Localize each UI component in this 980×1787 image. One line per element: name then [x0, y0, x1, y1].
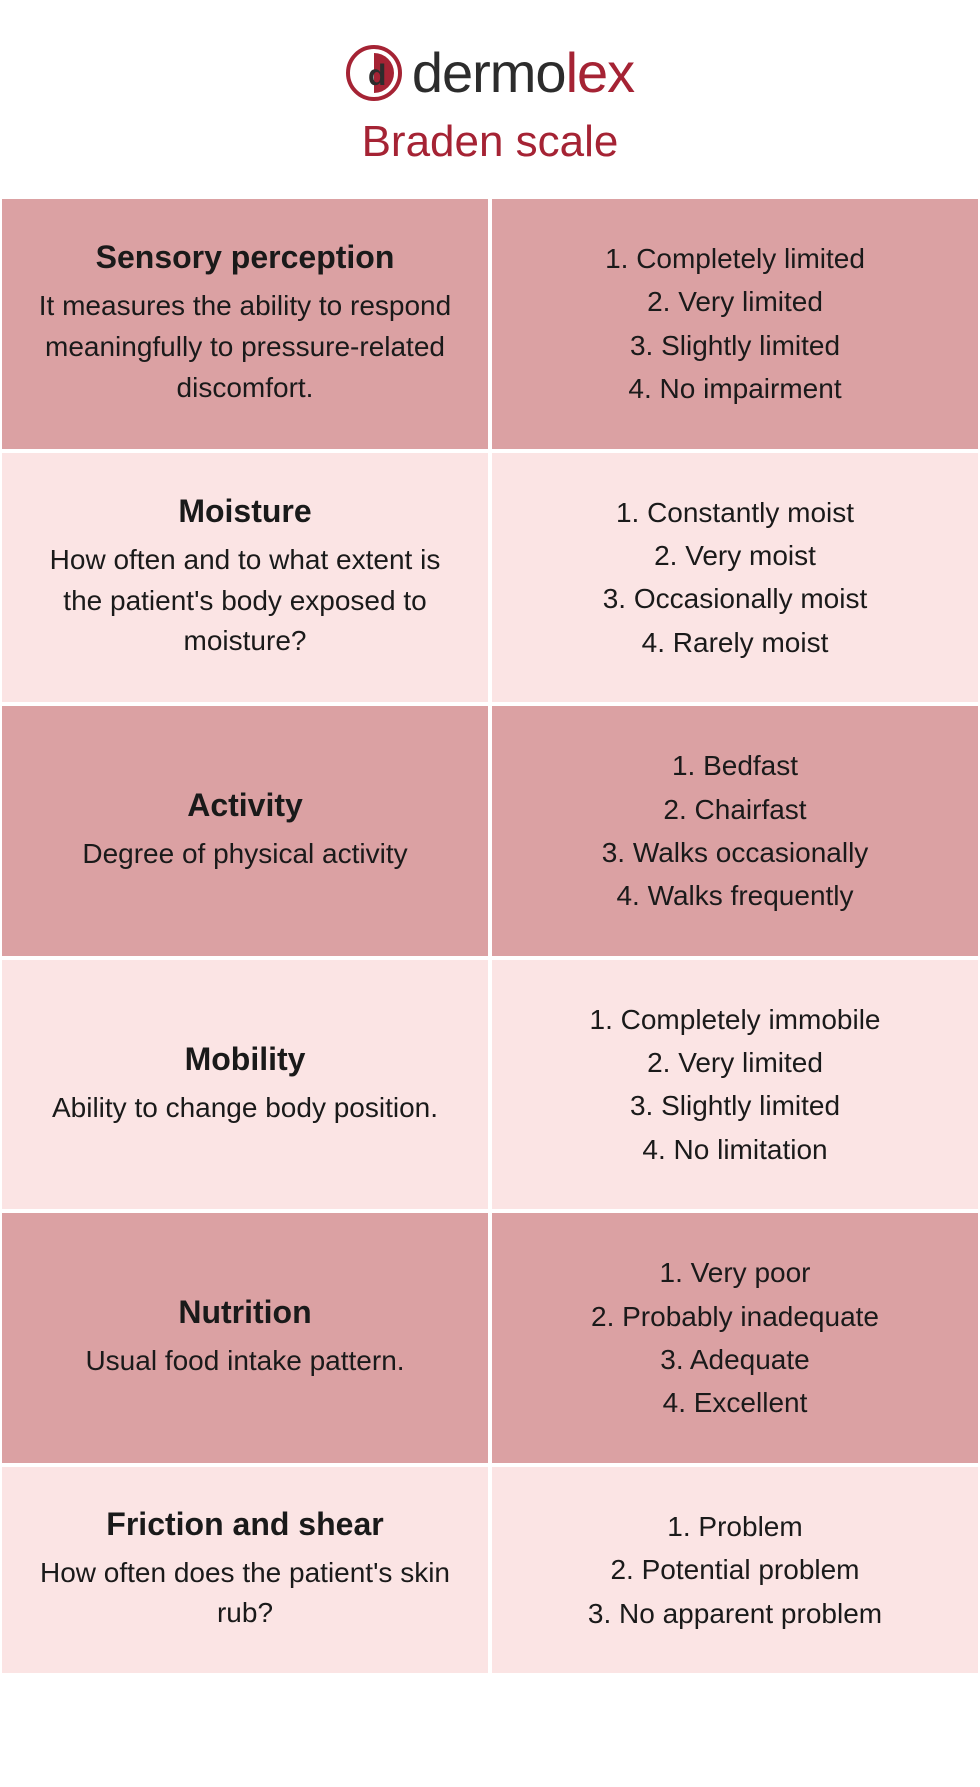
logo-text: dermolex	[412, 40, 634, 105]
option-item: 1. Bedfast	[522, 744, 948, 787]
option-item: 2. Potential problem	[522, 1548, 948, 1591]
table-row: Mobility Ability to change body position.…	[0, 958, 980, 1212]
options-cell: 1. Constantly moist2. Very moist3. Occas…	[490, 451, 980, 705]
table-row: Activity Degree of physical activity 1. Be…	[0, 704, 980, 958]
option-item: 2. Chairfast	[522, 788, 948, 831]
option-item: 2. Very limited	[522, 1041, 948, 1084]
table-row: Friction and shear How often does the pat…	[0, 1465, 980, 1675]
category-cell: Sensory perception It measures the abilit…	[0, 197, 490, 451]
option-item: 3. No apparent problem	[522, 1592, 948, 1635]
category-title: Activity	[32, 787, 458, 824]
category-cell: Friction and shear How often does the pat…	[0, 1465, 490, 1675]
options-list: 1. Completely immobile2. Very limited3. …	[522, 998, 948, 1172]
option-item: 4. Excellent	[522, 1381, 948, 1424]
options-list: 1. Completely limited2. Very limited3. S…	[522, 237, 948, 411]
option-item: 2. Probably inadequate	[522, 1295, 948, 1338]
option-item: 1. Problem	[522, 1505, 948, 1548]
category-description: Ability to change body position.	[32, 1088, 458, 1129]
logo-icon: d	[346, 45, 402, 101]
category-title: Mobility	[32, 1041, 458, 1078]
category-cell: Activity Degree of physical activity	[0, 704, 490, 958]
option-item: 4. No limitation	[522, 1128, 948, 1171]
svg-text:d: d	[368, 59, 386, 92]
option-item: 2. Very limited	[522, 280, 948, 323]
option-item: 3. Adequate	[522, 1338, 948, 1381]
category-description: Degree of physical activity	[32, 834, 458, 875]
category-description: Usual food intake pattern.	[32, 1341, 458, 1382]
logo: d dermolex	[0, 40, 980, 105]
option-item: 4. No impairment	[522, 367, 948, 410]
options-list: 1. Problem2. Potential problem3. No appa…	[522, 1505, 948, 1635]
category-description: It measures the ability to respond meani…	[32, 286, 458, 408]
options-list: 1. Bedfast2. Chairfast3. Walks occasiona…	[522, 744, 948, 918]
options-cell: 1. Bedfast2. Chairfast3. Walks occasiona…	[490, 704, 980, 958]
option-item: 3. Occasionally moist	[522, 577, 948, 620]
infographic-container: d dermolex Braden scale Sensory percepti…	[0, 0, 980, 1675]
category-cell: Moisture How often and to what extent is …	[0, 451, 490, 705]
category-title: Nutrition	[32, 1294, 458, 1331]
options-cell: 1. Very poor2. Probably inadequate3. Ade…	[490, 1211, 980, 1465]
category-description: How often does the patient's skin rub?	[32, 1553, 458, 1634]
options-cell: 1. Problem2. Potential problem3. No appa…	[490, 1465, 980, 1675]
category-title: Moisture	[32, 493, 458, 530]
option-item: 3. Walks occasionally	[522, 831, 948, 874]
options-list: 1. Constantly moist2. Very moist3. Occas…	[522, 491, 948, 665]
subtitle: Braden scale	[0, 117, 980, 167]
option-item: 3. Slightly limited	[522, 324, 948, 367]
category-description: How often and to what extent is the pati…	[32, 540, 458, 662]
category-cell: Mobility Ability to change body position.	[0, 958, 490, 1212]
table-row: Sensory perception It measures the abilit…	[0, 197, 980, 451]
option-item: 3. Slightly limited	[522, 1084, 948, 1127]
options-cell: 1. Completely immobile2. Very limited3. …	[490, 958, 980, 1212]
logo-text-red: lex	[566, 41, 635, 104]
category-title: Friction and shear	[32, 1506, 458, 1543]
category-title: Sensory perception	[32, 239, 458, 276]
option-item: 4. Rarely moist	[522, 621, 948, 664]
options-cell: 1. Completely limited2. Very limited3. S…	[490, 197, 980, 451]
braden-table: Sensory perception It measures the abilit…	[0, 197, 980, 1675]
header: d dermolex Braden scale	[0, 0, 980, 197]
option-item: 4. Walks frequently	[522, 874, 948, 917]
option-item: 1. Completely immobile	[522, 998, 948, 1041]
options-list: 1. Very poor2. Probably inadequate3. Ade…	[522, 1251, 948, 1425]
option-item: 1. Constantly moist	[522, 491, 948, 534]
option-item: 1. Completely limited	[522, 237, 948, 280]
option-item: 2. Very moist	[522, 534, 948, 577]
category-cell: Nutrition Usual food intake pattern.	[0, 1211, 490, 1465]
logo-text-dark: dermo	[412, 41, 566, 104]
table-row: Nutrition Usual food intake pattern. 1. Ve…	[0, 1211, 980, 1465]
option-item: 1. Very poor	[522, 1251, 948, 1294]
table-row: Moisture How often and to what extent is …	[0, 451, 980, 705]
